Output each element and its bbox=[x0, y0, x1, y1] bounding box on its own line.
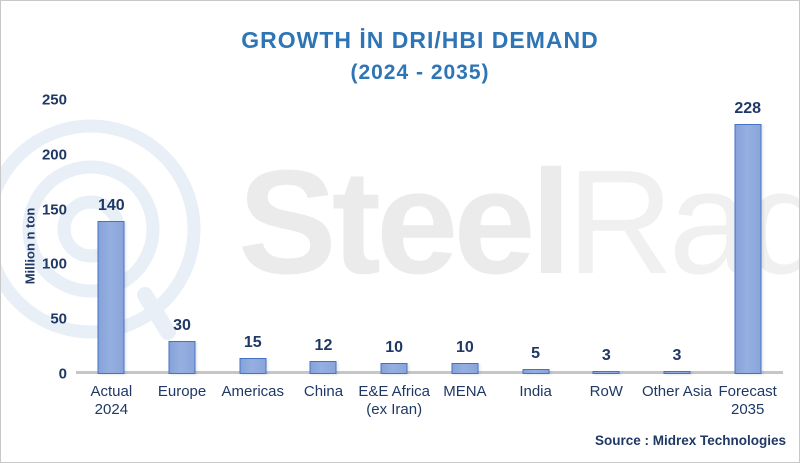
bar-value-label: 3 bbox=[601, 346, 611, 364]
plot-area: 140 Actual 2024 30 Europe 15 Americas 12 China 10… bbox=[76, 100, 783, 418]
bar-value-label: 5 bbox=[531, 344, 541, 362]
category-slot: 12 China bbox=[288, 100, 359, 400]
y-axis-tick-labels: 0 50 100 150 200 250 bbox=[1, 1, 67, 462]
category-label: Other Asia bbox=[641, 383, 712, 400]
category-label: MENA bbox=[443, 383, 487, 400]
bar bbox=[239, 357, 267, 374]
bar-value-label: 10 bbox=[385, 339, 404, 357]
source-note: Source : Midrex Technologies bbox=[594, 433, 786, 448]
x-axis-line bbox=[76, 371, 783, 374]
category-slot: 140 Actual 2024 bbox=[76, 100, 147, 418]
radar-rings-watermark-icon bbox=[1, 119, 201, 340]
bar bbox=[734, 124, 762, 374]
bar-value-label: 228 bbox=[734, 100, 762, 118]
category-slot: 228 Forecast 2035 bbox=[712, 100, 783, 418]
bar bbox=[309, 360, 337, 374]
chart-header: GROWTH İN DRI/HBI DEMAND (2024 - 2035) bbox=[41, 27, 799, 85]
bar-value-label: 3 bbox=[672, 346, 682, 364]
y-tick-label: 100 bbox=[41, 255, 67, 273]
bar-value-label: 15 bbox=[243, 333, 262, 351]
bar bbox=[592, 370, 620, 374]
category-slot: 10 MENA bbox=[430, 100, 501, 400]
bar bbox=[168, 341, 196, 374]
y-tick-label: 150 bbox=[41, 201, 67, 219]
category-slot: 3 Other Asia bbox=[642, 100, 713, 400]
category-label: RoW bbox=[589, 383, 623, 400]
chart-subtitle: (2024 - 2035) bbox=[350, 61, 490, 84]
category-label: Americas bbox=[221, 383, 285, 400]
category-slot: 30 Europe bbox=[147, 100, 218, 400]
bar-value-label: 12 bbox=[314, 336, 333, 354]
category-slot: 15 Americas bbox=[217, 100, 288, 400]
bar bbox=[522, 368, 550, 374]
bar bbox=[663, 370, 691, 374]
category-label: Europe bbox=[157, 383, 207, 400]
y-tick-label: 250 bbox=[41, 91, 67, 109]
chart-title: GROWTH İN DRI/HBI DEMAND bbox=[241, 27, 599, 53]
bar-value-label: 30 bbox=[173, 317, 191, 335]
bar-value-label: 10 bbox=[455, 339, 474, 357]
bar bbox=[451, 363, 479, 374]
category-label: Actual 2024 bbox=[90, 383, 133, 418]
bar bbox=[380, 363, 408, 374]
category-slot: 5 India bbox=[500, 100, 571, 400]
category-label: Forecast 2035 bbox=[718, 383, 777, 418]
bar-value-label: 140 bbox=[97, 196, 125, 214]
category-label: India bbox=[519, 383, 552, 400]
watermark-steel-text: Steel bbox=[238, 140, 572, 305]
category-label: E&E Africa (ex Iran) bbox=[358, 383, 431, 418]
category-slot: 3 RoW bbox=[571, 100, 642, 400]
category-slot: 10 E&E Africa (ex Iran) bbox=[358, 100, 430, 418]
bar bbox=[97, 220, 125, 374]
y-tick-label: 50 bbox=[50, 310, 67, 328]
y-tick-label: 0 bbox=[58, 365, 67, 383]
category-label: China bbox=[303, 383, 344, 400]
y-tick-label: 200 bbox=[41, 146, 67, 164]
